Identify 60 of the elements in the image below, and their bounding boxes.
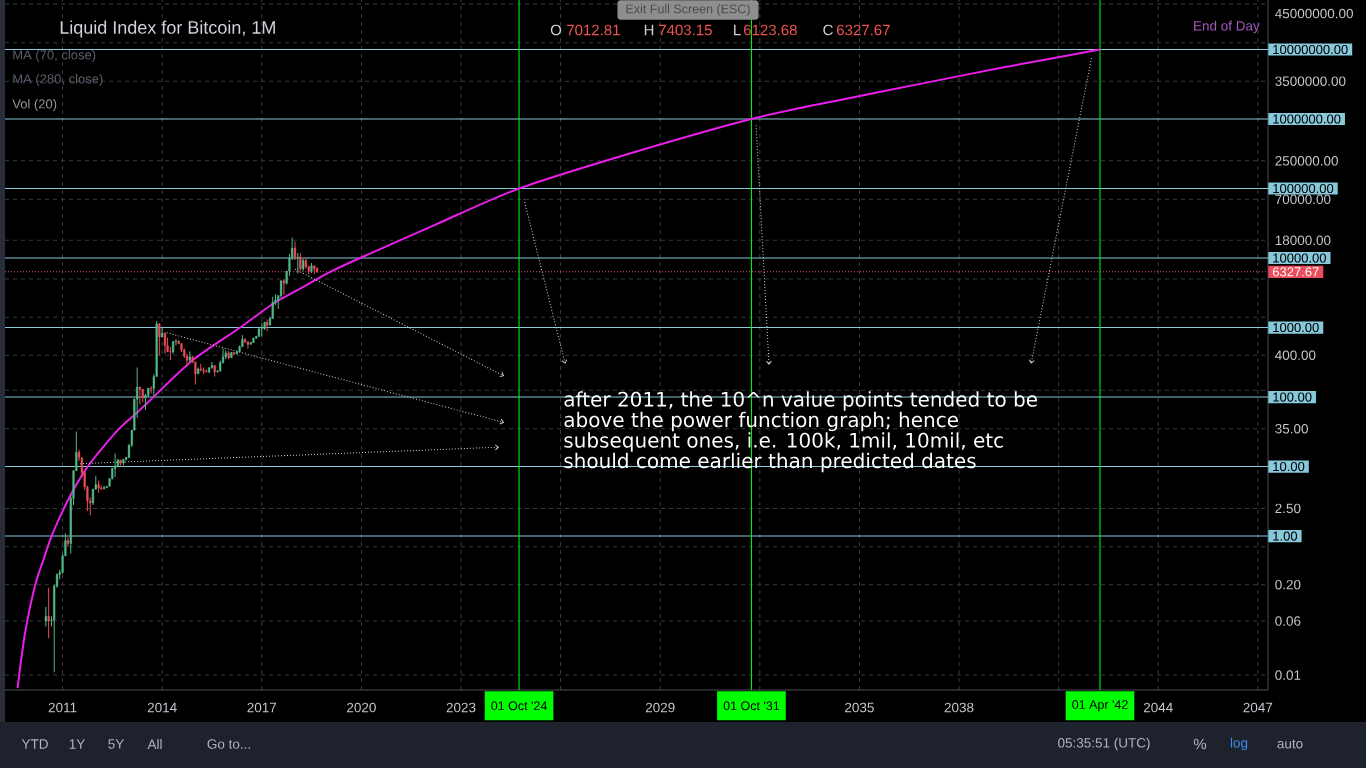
annotation: 7403.15	[659, 24, 712, 36]
text: auto	[1277, 739, 1303, 749]
x-tick-label: 2011	[48, 702, 77, 713]
x-tick-label: 2023	[446, 702, 476, 713]
y-tick-label: 3500000.00	[1275, 76, 1346, 86]
y-tick-label: 0.06	[1275, 616, 1301, 626]
annotation: MA (280, close)	[13, 73, 103, 87]
ref-line-label: 01 Oct '24	[491, 701, 547, 711]
ref-line-label: 10000.00	[1273, 253, 1326, 263]
text: 05:35:51 (UTC)	[1058, 737, 1150, 751]
x-tick-label: 2038	[944, 702, 974, 713]
y-tick-label: 70000.00	[1275, 194, 1331, 205]
candlestick	[210, 361, 213, 370]
text: log	[1230, 737, 1248, 751]
text: 5Y	[108, 739, 124, 749]
annotation: C	[823, 24, 833, 36]
x-tick-label: 2029	[645, 702, 675, 713]
ref-line-label: 6327.67	[1272, 267, 1319, 277]
x-tick-label: 2014	[147, 702, 177, 713]
text: 1Y	[69, 739, 85, 749]
text: Liquid Index for Bitcoin, 1M	[60, 20, 275, 38]
y-tick-label: 18000.00	[1275, 235, 1331, 246]
annotation: End of Day	[1194, 20, 1260, 34]
candlestick	[66, 537, 70, 548]
annotation: H	[644, 24, 654, 36]
y-tick-label: 400.00	[1275, 350, 1316, 360]
annotation: MA (70, close)	[13, 49, 96, 63]
y-tick-label: 0.20	[1275, 579, 1301, 590]
x-tick-label: 2020	[347, 702, 376, 713]
ref-line-label: 1000.00	[1273, 322, 1319, 333]
annotation: Exit Full Screen (ESC)	[626, 4, 750, 16]
y-tick-label: 0.01	[1275, 670, 1301, 680]
ref-line-label: 1.00	[1273, 531, 1298, 541]
x-tick-label: 2047	[1243, 702, 1273, 713]
annotation: 7012.81	[567, 24, 620, 36]
y-tick-label: 2.50	[1275, 503, 1301, 514]
text: %	[1193, 738, 1207, 750]
x-tick-label: 2017	[247, 702, 277, 713]
ref-line-label: 100000.00	[1273, 183, 1334, 194]
ref-line-label: 1000000.00	[1273, 114, 1341, 124]
y-tick-label: 250000.00	[1275, 156, 1338, 166]
ref-line-label: 10000000.00	[1273, 44, 1348, 55]
text: Go to...	[207, 739, 250, 749]
candlestick	[150, 385, 153, 395]
x-tick-label: 2044	[1143, 702, 1173, 713]
annotation: Vol (20)	[12, 98, 57, 112]
ref-line-label: 100.00	[1273, 392, 1312, 402]
candlestick	[185, 353, 189, 367]
ref-line-label: 01 Oct '31	[723, 701, 780, 711]
text: YTD	[21, 739, 48, 749]
y-tick-label: 35.00	[1275, 423, 1308, 434]
annotation: L	[734, 24, 741, 36]
y-tick-label: 45000000.00	[1275, 8, 1353, 19]
ref-line-label: 10.00	[1273, 461, 1305, 472]
annotation: 6327.67	[837, 24, 890, 36]
text: All	[147, 739, 162, 749]
candlestick	[44, 606, 47, 627]
ref-line-label: 01 Apr '42	[1072, 700, 1128, 712]
x-tick-label: 2035	[845, 702, 874, 713]
annotation: O	[550, 24, 562, 36]
